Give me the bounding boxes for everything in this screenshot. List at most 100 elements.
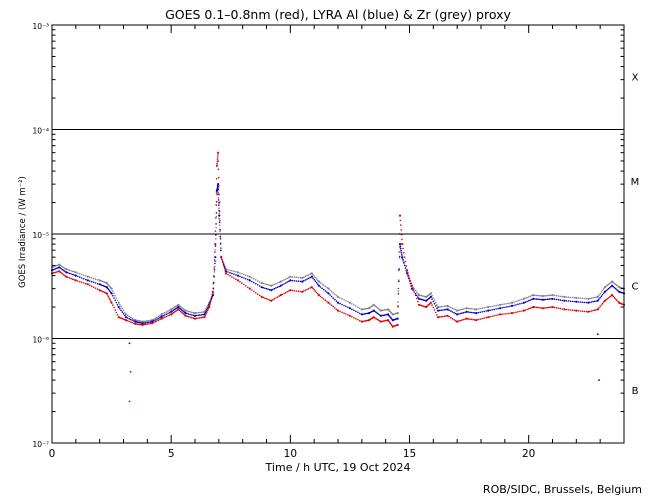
data-point-interp (450, 310, 452, 312)
data-point-interp (384, 319, 387, 322)
data-point-interp (321, 283, 323, 285)
data-point-interp (235, 278, 237, 281)
data-point (551, 294, 554, 297)
data-point-interp (509, 312, 511, 315)
data-point-interp (567, 296, 570, 299)
data-point-interp (497, 304, 499, 307)
data-point-interp (231, 276, 233, 278)
data-point-interp (539, 307, 541, 309)
data-point-interp (579, 297, 582, 299)
data-point-interp (590, 301, 593, 303)
data-point-interp (120, 317, 122, 319)
data-point-interp (189, 313, 191, 316)
data-point-interp (363, 313, 366, 315)
data-point-interp (548, 294, 551, 297)
data-point-interp (571, 296, 574, 299)
data-point-interp (104, 292, 107, 294)
data-point-interp (571, 300, 574, 303)
data-point-interp (501, 303, 503, 306)
x-tick-label: 15 (403, 448, 416, 460)
data-point (487, 305, 490, 309)
data-point-interp (537, 298, 539, 301)
data-point-interp (218, 207, 220, 209)
data-point-interp (503, 303, 505, 305)
data-point-interp (309, 273, 312, 275)
data-point-interp (70, 273, 72, 275)
data-point-interp (565, 308, 568, 311)
data-point (184, 314, 187, 317)
data-point-interp (175, 305, 177, 308)
data-point-interp (209, 302, 211, 305)
data-point (532, 305, 535, 309)
data-point-interp (607, 297, 610, 299)
data-point-interp (343, 304, 345, 307)
data-point-interp (135, 321, 138, 323)
data-point-interp (473, 312, 476, 314)
data-point-interp (569, 300, 572, 303)
data-point-interp (85, 275, 87, 277)
data-point-interp (107, 288, 110, 291)
data-point-interp (293, 276, 296, 278)
y-tick-label: 10⁻³ (32, 22, 49, 31)
data-point-interp (316, 283, 319, 286)
data-point-interp (550, 294, 552, 297)
data-point-interp (397, 287, 400, 290)
data-point-interp (479, 318, 482, 320)
data-point-interp (521, 298, 523, 301)
data-point-interp (579, 301, 582, 303)
data-point-interp (64, 275, 66, 277)
data-point-interp (251, 280, 253, 283)
data-point-interp (415, 291, 418, 293)
data-point-interp (513, 301, 515, 303)
data-point-interp (92, 277, 95, 280)
data-point-interp (470, 308, 473, 310)
data-point-interp (450, 306, 452, 309)
data-point-interp (187, 315, 190, 318)
data-point-interp (440, 315, 443, 318)
data-point-interp (307, 277, 310, 280)
data-point-interp (316, 279, 319, 282)
data-point-interp (423, 295, 425, 298)
data-point-interp (210, 298, 212, 301)
data-point-interp (100, 284, 102, 286)
data-point (203, 316, 206, 319)
data-point-interp (104, 285, 107, 288)
data-point-interp (276, 296, 279, 298)
data-point-interp (224, 269, 226, 272)
data-point-interp (313, 275, 316, 277)
data-point (86, 275, 89, 278)
data-point-interp (526, 296, 528, 299)
data-point-interp (172, 309, 175, 312)
data-point-interp (443, 309, 446, 311)
data-point-interp (107, 295, 110, 298)
data-point-interp (448, 305, 451, 308)
data-point-interp (312, 277, 314, 280)
data-point-interp (362, 308, 364, 311)
data-point-interp (602, 292, 605, 295)
data-point-interp (383, 320, 386, 322)
data-point-interp (376, 318, 379, 321)
data-point-interp (159, 318, 161, 321)
data-point-interp (77, 275, 79, 278)
data-point-interp (548, 298, 551, 300)
data-point (587, 297, 590, 300)
data-point-interp (550, 298, 552, 300)
data-point-interp (481, 311, 484, 313)
data-point-interp (329, 303, 331, 305)
data-point-interp (606, 298, 609, 300)
data-point-interp (431, 304, 433, 306)
data-point-interp (83, 278, 85, 280)
data-point-interp (135, 319, 138, 322)
data-point-interp (262, 286, 265, 289)
data-point-interp (608, 296, 611, 298)
data-point (248, 287, 251, 290)
data-point-interp (384, 314, 387, 316)
data-point (224, 272, 228, 275)
data-point-interp (129, 316, 132, 319)
data-point-interp (126, 317, 129, 319)
data-point-interp (469, 307, 471, 310)
data-point-interp (114, 294, 116, 297)
data-point-interp (128, 320, 130, 323)
data-point-interp (540, 298, 543, 301)
data-point-interp (175, 310, 177, 312)
